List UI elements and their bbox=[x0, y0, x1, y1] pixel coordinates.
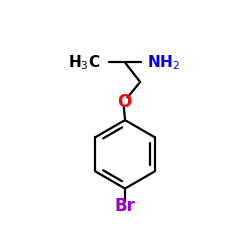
Text: Br: Br bbox=[114, 197, 136, 215]
Text: H$_3$C: H$_3$C bbox=[68, 53, 100, 72]
Text: O: O bbox=[117, 93, 131, 111]
Text: NH$_2$: NH$_2$ bbox=[147, 53, 180, 72]
